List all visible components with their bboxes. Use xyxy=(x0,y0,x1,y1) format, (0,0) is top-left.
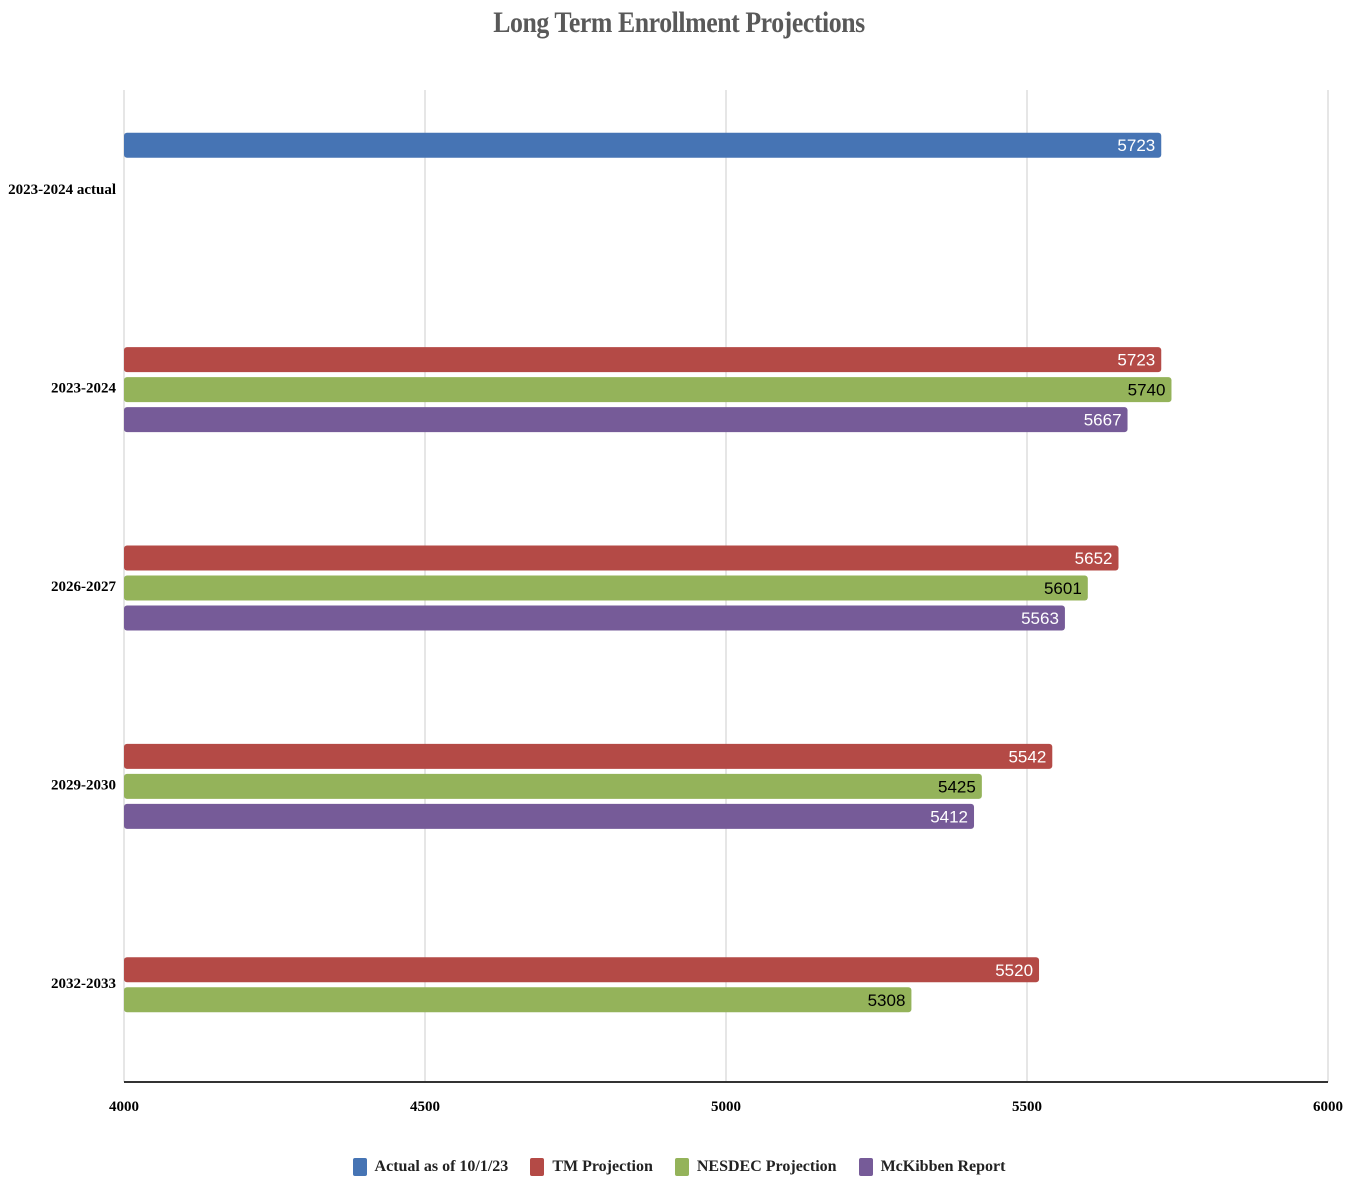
bar xyxy=(124,347,1162,373)
legend-swatch xyxy=(674,1158,689,1176)
legend-swatch xyxy=(352,1158,367,1176)
bar-value-label: 5723 xyxy=(1117,351,1155,370)
bar xyxy=(124,773,982,799)
x-tick-label: 4000 xyxy=(109,1099,139,1115)
category-label: 2023-2024 actual xyxy=(8,182,116,198)
bar-value-label: 5308 xyxy=(868,991,906,1010)
category-label: 2029-2030 xyxy=(51,777,116,793)
bar xyxy=(124,545,1119,571)
bar-value-label: 5563 xyxy=(1021,609,1059,628)
category-label: 2023-2024 xyxy=(51,381,116,397)
bar xyxy=(124,132,1162,158)
category-label: 2026-2027 xyxy=(51,579,116,595)
legend-label: TM Projection xyxy=(552,1158,653,1175)
bar-value-label: 5520 xyxy=(995,961,1033,980)
legend-item: NESDEC Projection xyxy=(674,1158,837,1176)
bar xyxy=(124,803,975,829)
bar xyxy=(124,575,1088,601)
bar-value-label: 5601 xyxy=(1044,579,1082,598)
category-label: 2032-2033 xyxy=(51,976,116,992)
legend-item: McKibben Report xyxy=(858,1158,1006,1176)
legend: Actual as of 10/1/23 TM Projection NESDEC … xyxy=(0,1158,1358,1176)
category-axis: 2023-2024 actual 2023-2024 2026-2027 2029-2… xyxy=(8,182,116,992)
bar xyxy=(124,605,1065,631)
x-tick-label: 6000 xyxy=(1313,1099,1343,1115)
x-tick-label: 4500 xyxy=(410,1099,440,1115)
bar-value-label: 5667 xyxy=(1084,411,1122,430)
x-axis: 4000 4500 5000 5500 6000 xyxy=(109,1081,1343,1115)
bars: 5723 5723 5740 5667 5652 5601 5563 5542 5425 5412… xyxy=(124,132,1172,1013)
legend-label: NESDEC Projection xyxy=(696,1158,837,1175)
chart-title: Long Term Enrollment Projections xyxy=(493,6,865,39)
bar xyxy=(124,743,1053,769)
bar-chart: 5723 5723 5740 5667 5652 5601 5563 5542 5425 5412… xyxy=(8,90,1343,1115)
x-tick-label: 5500 xyxy=(1012,1099,1042,1115)
bar-value-label: 5542 xyxy=(1008,747,1046,766)
legend-swatch xyxy=(858,1158,873,1176)
bar-value-label: 5425 xyxy=(938,777,976,796)
bar-value-label: 5652 xyxy=(1075,549,1113,568)
legend-item: Actual as of 10/1/23 xyxy=(352,1158,509,1176)
legend-item: TM Projection xyxy=(530,1158,653,1176)
legend-label: McKibben Report xyxy=(880,1158,1006,1175)
bar xyxy=(124,987,912,1013)
bar-value-label: 5740 xyxy=(1128,381,1166,400)
bar xyxy=(124,407,1128,433)
legend-label: Actual as of 10/1/23 xyxy=(374,1158,509,1175)
bar xyxy=(124,957,1040,983)
bar-value-label: 5412 xyxy=(930,807,968,826)
bar xyxy=(124,377,1172,403)
x-tick-label: 5000 xyxy=(711,1099,741,1115)
legend-swatch xyxy=(530,1158,545,1176)
bar-value-label: 5723 xyxy=(1117,136,1155,155)
